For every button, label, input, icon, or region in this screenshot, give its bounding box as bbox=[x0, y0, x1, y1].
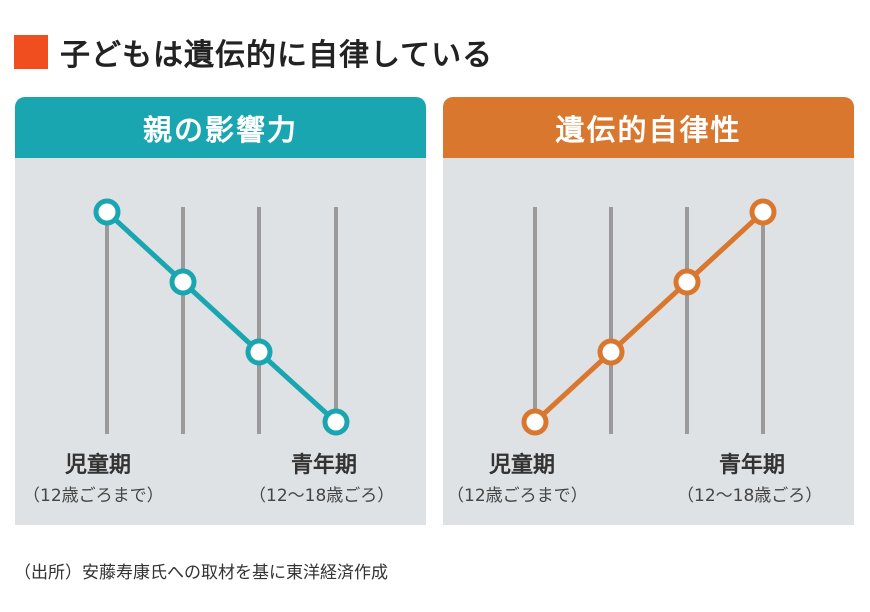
data-point-2 bbox=[245, 338, 273, 366]
data-point-2 bbox=[673, 268, 701, 296]
chart-title: 遺伝的自律性 bbox=[443, 97, 854, 158]
x-tick-label-start: 児童期 bbox=[65, 453, 132, 478]
data-point-0 bbox=[93, 198, 121, 226]
series-line bbox=[105, 210, 338, 424]
x-tick-label-end: 青年期 bbox=[719, 453, 786, 478]
chart-panel-genetic-autonomy: 遺伝的自律性 児童期 （12歳ごろまで） 青年期 （12～18歳ごろ） bbox=[443, 97, 854, 525]
data-point-3 bbox=[322, 408, 350, 436]
title-row: 子どもは遺伝的に自律している bbox=[14, 30, 493, 74]
data-point-3 bbox=[749, 198, 777, 226]
title-marker bbox=[14, 35, 48, 69]
data-point-1 bbox=[597, 338, 625, 366]
series-line bbox=[533, 210, 765, 424]
chart-plot bbox=[521, 198, 777, 436]
page-title: 子どもは遺伝的に自律している bbox=[60, 38, 494, 73]
data-point-0 bbox=[521, 408, 549, 436]
chart-title: 親の影響力 bbox=[15, 97, 426, 158]
chart-plot bbox=[93, 198, 350, 436]
x-tick-sublabel-end: （12～18歳ごろ） bbox=[677, 486, 823, 506]
x-tick-sublabel-start: （12歳ごろまで） bbox=[23, 486, 164, 506]
x-tick-label-end: 青年期 bbox=[291, 453, 358, 478]
chart-panel-parent-influence: 親の影響力 児童期 （12歳ごろまで） 青年期 （12～18歳ごろ） bbox=[15, 97, 426, 525]
x-tick-label-start: 児童期 bbox=[489, 453, 556, 478]
x-tick-sublabel-start: （12歳ごろまで） bbox=[447, 486, 588, 506]
x-tick-sublabel-end: （12～18歳ごろ） bbox=[249, 486, 395, 506]
data-point-1 bbox=[169, 268, 197, 296]
source-note: （出所）安藤寿康氏への取材を基に東洋経済作成 bbox=[14, 563, 388, 583]
